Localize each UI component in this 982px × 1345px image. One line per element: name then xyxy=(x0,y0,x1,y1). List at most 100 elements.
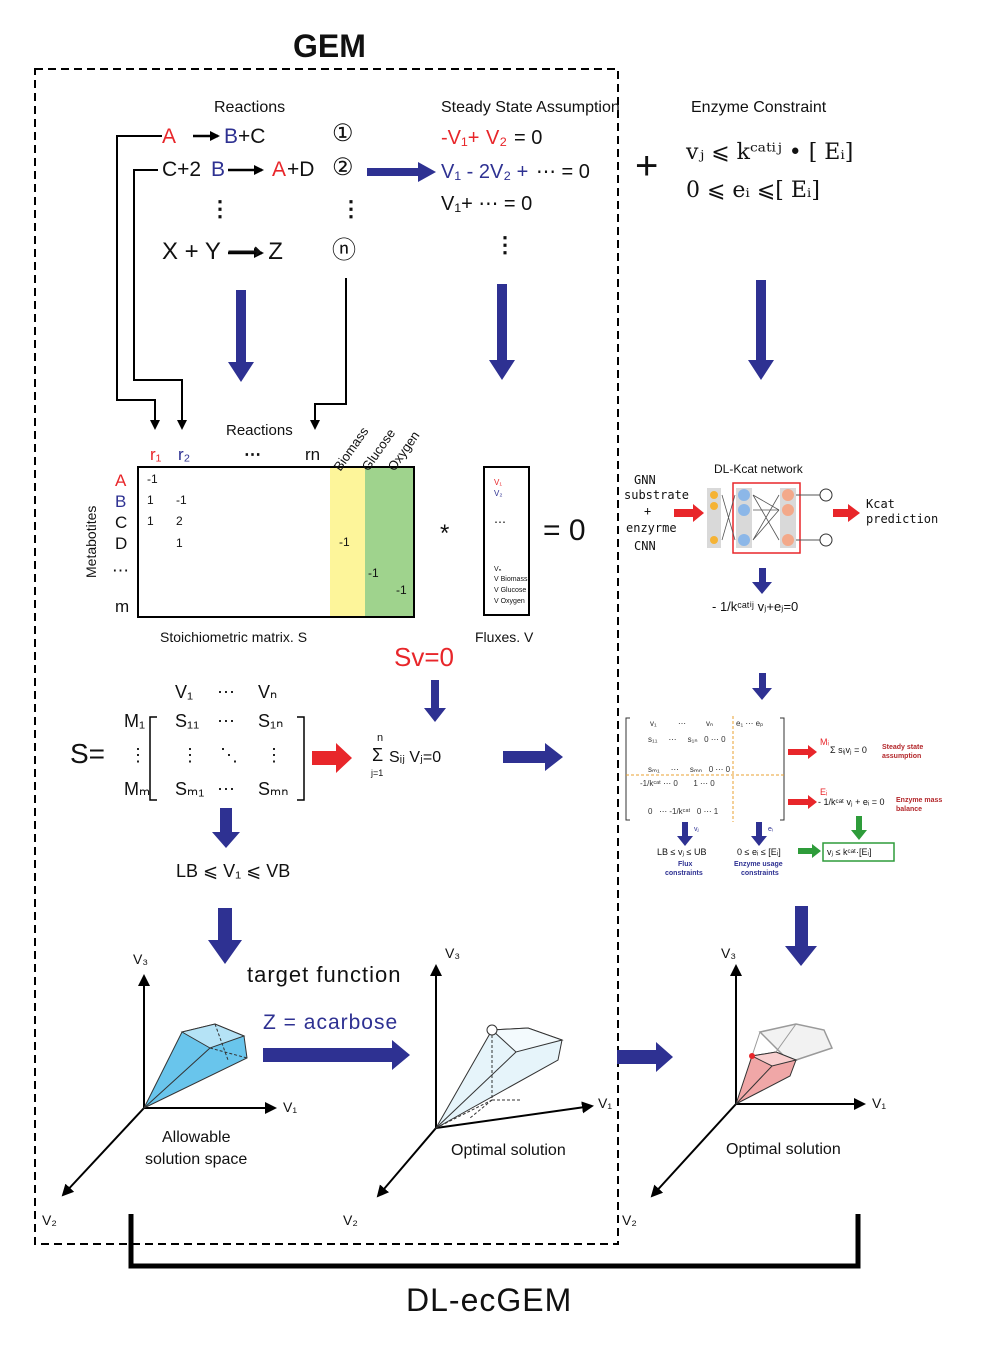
reaction2-number: ② xyxy=(332,154,354,181)
chart1-v2: V₂ xyxy=(42,1212,57,1228)
green-arrows xyxy=(798,816,867,858)
matrix-row-b: B xyxy=(115,492,127,511)
ec-enzyme-usage: Enzyme usage xyxy=(734,861,783,868)
chart2-caption: Optimal solution xyxy=(451,1142,566,1159)
matrix-row-m: m xyxy=(115,597,130,616)
ec-flux-label: Flux xyxy=(678,861,693,868)
reaction-number-vdots: ⋮ xyxy=(340,196,362,221)
steady-eq3: V₁+ ⋯ = 0 xyxy=(441,193,533,215)
s-row1-dots: ⋯ xyxy=(217,711,235,731)
sum-body: Sᵢⱼ Vⱼ=0 xyxy=(389,749,442,766)
s-m1: Sₘ₁ xyxy=(175,779,205,799)
s-row-m1: M₁ xyxy=(124,711,146,731)
red-arrows xyxy=(312,504,860,809)
reactions-header: Reactions xyxy=(214,99,286,116)
ec-steady-state: Steady state xyxy=(882,744,924,751)
steady-eq1-part3: = 0 xyxy=(514,127,543,149)
dl-kcat-title: DL-Kcat network xyxy=(714,462,803,476)
enzyme-constraint-header: Enzyme Constraint xyxy=(691,99,827,116)
fluxes-caption: Fluxes. V xyxy=(475,629,534,645)
matrix-row-d: D xyxy=(115,534,128,553)
solution-space-plot-1 xyxy=(61,974,277,1197)
ec-balance: balance xyxy=(896,806,923,813)
flux-v2: V₂ xyxy=(494,489,503,498)
kcat-output: Kcat xyxy=(866,497,895,511)
chart2-v1: V₁ xyxy=(598,1095,613,1111)
solution-space-plot-3 xyxy=(650,964,866,1198)
s-rowm-dots: ⋯ xyxy=(217,779,235,799)
ec-enzyme-mass: Enzyme mass xyxy=(896,797,943,804)
matrix-oxygen-value: -1 xyxy=(396,583,407,597)
input-enzyme: enzyrme xyxy=(626,521,677,535)
s-ddots: ⋱ xyxy=(220,745,238,765)
reaction1-product-c: +C xyxy=(238,125,266,148)
blue-arrows xyxy=(208,162,817,1072)
enzyme-constraint-eq1: vⱼ ⩽ kᶜᵃᵗⁱʲ • [ Eᵢ] xyxy=(686,140,854,165)
reaction2-substrate-b: B xyxy=(211,158,226,181)
ec-enzyme-eq: - 1/kᶜᵃᵗ vⱼ + eᵢ = 0 xyxy=(818,797,885,807)
reactions-vdots: ⋮ xyxy=(209,196,231,221)
flux-dots: ⋯ xyxy=(494,515,506,529)
steady-eq1-part2: V₂ xyxy=(486,127,508,149)
reaction1-product-b: B xyxy=(224,125,239,148)
steady-state-header: Steady State Assumption xyxy=(441,99,620,116)
chart3-v3: V₃ xyxy=(721,945,737,961)
input-gnn: GNN xyxy=(634,473,656,487)
matrix-col-r1: r₁ xyxy=(150,445,162,464)
matrix-cell: 1 xyxy=(147,493,154,507)
sum-sign: Σ xyxy=(372,745,384,765)
steady-eq2-part1: V₁ - 2V₂ + xyxy=(441,161,529,183)
matrix-reactions-label: Reactions xyxy=(226,422,293,439)
s-row-mm: Mₘ xyxy=(124,779,151,799)
matrix-row-dots: ⋯ xyxy=(112,561,129,580)
input-substrate: substrate xyxy=(624,488,690,502)
matrix-cell: -1 xyxy=(147,472,158,486)
reaction2-product-a: A xyxy=(272,158,287,181)
chart1-v1: V₁ xyxy=(283,1099,298,1115)
kcat-equation: - 1/kᶜᵃᵗⁱʲ vⱼ+eⱼ=0 xyxy=(712,599,799,614)
matrix-cell: 1 xyxy=(147,514,154,528)
flux-vn: Vₙ xyxy=(494,566,502,573)
flux-vector-box xyxy=(483,466,530,616)
reaction1-number: ① xyxy=(332,120,354,147)
target-function-label: target function xyxy=(247,962,402,987)
ec-sum-eq: Σ sᵢⱼvⱼ = 0 xyxy=(830,745,867,755)
chart3-v1: V₁ xyxy=(872,1095,887,1111)
dl-ecgem-bracket xyxy=(128,1214,861,1269)
flux-v1: V₁ xyxy=(494,478,503,487)
ec-enzyme-usage-constraints: constraints xyxy=(741,870,779,877)
reaction-n-equation: X + Y ⟶ Z xyxy=(162,238,283,265)
metabolites-axis-label: Metabotites xyxy=(83,505,99,578)
ec-green-box-text: vⱼ ≤ kᶜᵃᵗ·[Eᵢ] xyxy=(827,847,872,857)
s-col-vn: Vₙ xyxy=(258,682,278,702)
flux-bounds: LB ⩽ V₁ ⩽ VB xyxy=(176,861,291,881)
reaction2-substrate: C+2 xyxy=(162,158,202,181)
plus-sign: + xyxy=(635,144,659,188)
chart1-v3: V₃ xyxy=(133,951,149,967)
enzyme-constraint-eq2: 0 ⩽ eᵢ ⩽[ Eᵢ] xyxy=(686,178,820,203)
matrix-cell: -1 xyxy=(176,493,187,507)
ec-matrix-graphic xyxy=(625,716,785,822)
steady-vdots: ⋮ xyxy=(494,232,516,257)
stoich-matrix-caption: Stoichiometric matrix. S xyxy=(160,629,308,645)
matrix-biomass-value: -1 xyxy=(339,535,350,549)
chart2-v2: V₂ xyxy=(343,1212,358,1228)
ec-row-mi: Mᵢ xyxy=(820,737,829,747)
ec-vj-label: vⱼ xyxy=(694,826,699,833)
s-mn: Sₘₙ xyxy=(258,779,289,799)
chart3-v2: V₂ xyxy=(622,1212,637,1228)
green-box-border xyxy=(822,842,895,862)
flux-vbiomass: V Biomass xyxy=(494,576,528,583)
matrix-glucose-value: -1 xyxy=(368,566,379,580)
ec-ei-label: eᵢ xyxy=(768,826,773,833)
reaction-n-number: ⓝ xyxy=(332,237,356,264)
matrix-row-a: A xyxy=(115,471,127,490)
gem-title: GEM xyxy=(293,28,366,64)
ec-enzyme-bounds: 0 ≤ eᵢ ≤ [Eᵢ] xyxy=(737,847,781,857)
matrix-cell: 1 xyxy=(176,536,183,550)
reaction1-substrate: A xyxy=(162,125,177,148)
input-cnn: CNN xyxy=(634,539,656,553)
ec-matrix-body: v₁ ⋯ vₙ e₁ ⋯ eₚ s₁₁ ⋯ s₁ₙ 0 ⋯ 0 sₘ₁ ⋯ sₘ… xyxy=(640,719,764,816)
equals-zero: = 0 xyxy=(543,514,586,547)
